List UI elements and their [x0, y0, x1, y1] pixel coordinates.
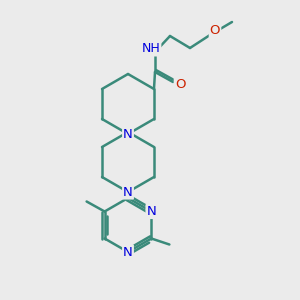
Text: N: N — [123, 185, 133, 199]
Text: N: N — [123, 128, 133, 140]
Text: O: O — [175, 77, 185, 91]
Text: NH: NH — [142, 43, 160, 56]
Text: O: O — [210, 25, 220, 38]
Text: N: N — [123, 245, 133, 259]
Text: N: N — [146, 205, 156, 218]
